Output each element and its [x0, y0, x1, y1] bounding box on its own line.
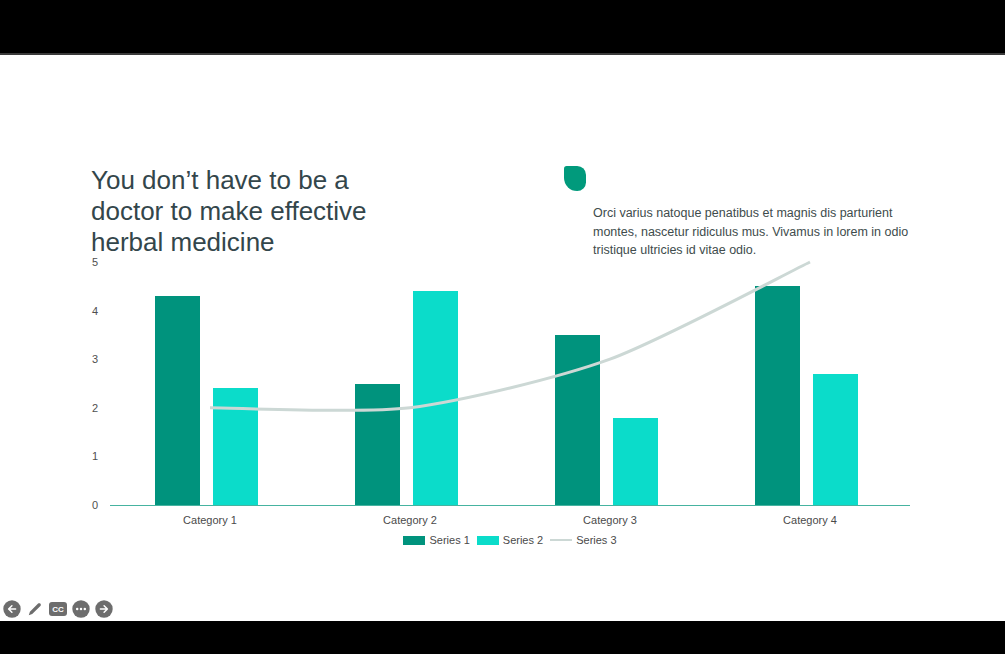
- letterbox-top: [0, 0, 1005, 55]
- letterbox-bottom: [0, 621, 1005, 654]
- edit-button[interactable]: [26, 600, 44, 618]
- leaf-accent-icon: [564, 166, 586, 191]
- slide-canvas: You don’t have to be a doctor to make ef…: [0, 55, 1005, 621]
- arrow-right-circle-icon: [95, 600, 113, 618]
- ellipsis-circle-icon: [72, 600, 90, 618]
- previous-slide-button[interactable]: [3, 600, 21, 618]
- presentation-viewer: You don’t have to be a doctor to make ef…: [0, 0, 1005, 654]
- arrow-left-circle-icon: [3, 600, 21, 618]
- cc-badge-icon: CC: [49, 602, 67, 616]
- closed-captions-button[interactable]: CC: [49, 600, 67, 618]
- slide-body-text: Orci varius natoque penatibus et magnis …: [593, 204, 931, 260]
- next-slide-button[interactable]: [95, 600, 113, 618]
- pencil-icon: [26, 600, 44, 618]
- slide-title: You don’t have to be a doctor to make ef…: [91, 165, 397, 258]
- more-options-button[interactable]: [72, 600, 90, 618]
- viewer-toolbar: CC: [3, 600, 113, 618]
